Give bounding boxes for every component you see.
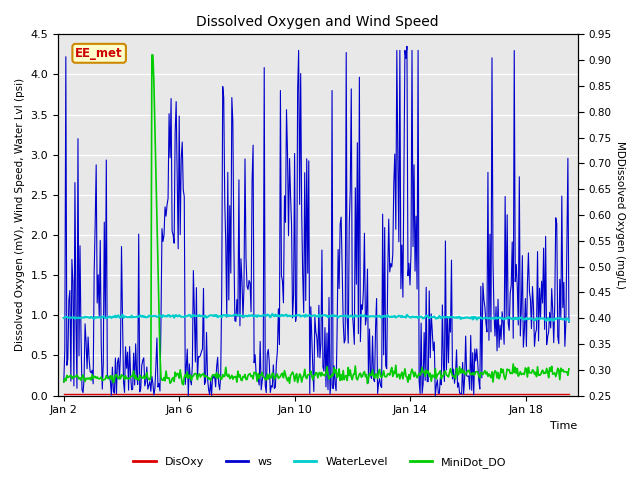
Text: Time: Time — [550, 421, 577, 431]
Title: Dissolved Oxygen and Wind Speed: Dissolved Oxygen and Wind Speed — [196, 15, 439, 29]
Legend: DisOxy, ws, WaterLevel, MiniDot_DO: DisOxy, ws, WaterLevel, MiniDot_DO — [129, 452, 511, 472]
Y-axis label: Dissolved Oxygen (mV), Wind Speed, Water Lvl (psi): Dissolved Oxygen (mV), Wind Speed, Water… — [15, 78, 25, 351]
Text: EE_met: EE_met — [76, 47, 123, 60]
Y-axis label: MDDissolved Oxygen (mg/L): MDDissolved Oxygen (mg/L) — [615, 141, 625, 289]
